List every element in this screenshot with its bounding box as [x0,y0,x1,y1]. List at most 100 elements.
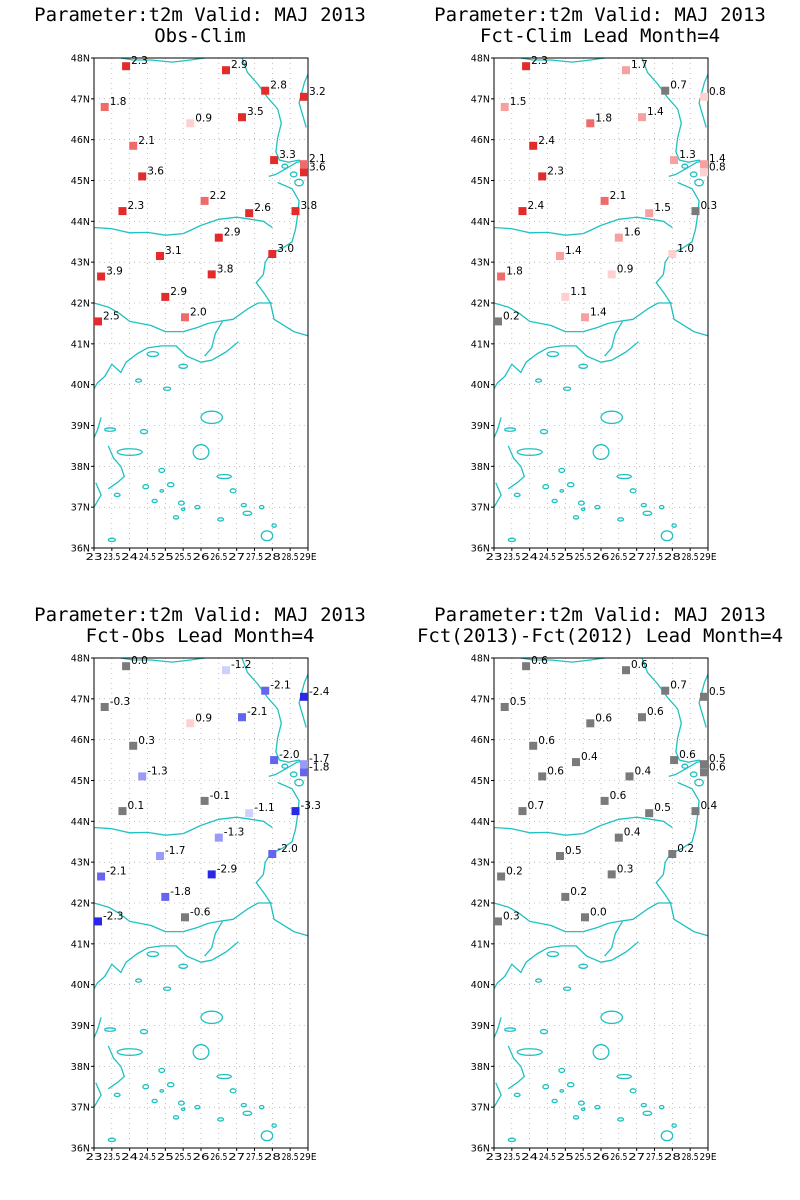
lon-tick-label: 23.5 [503,552,520,563]
station-marker [668,850,677,858]
lon-tick-label: 23.5 [503,1152,520,1163]
island-outline [504,1027,517,1032]
station-marker [200,196,209,205]
station-marker [238,713,246,722]
island-outline [107,537,117,543]
station-marker [186,119,195,128]
station-marker [245,809,254,818]
station-marker [538,172,547,181]
station-value-label: 2.9 [231,59,248,71]
lat-tick-label: 43N [471,258,490,269]
station-marker [222,66,230,75]
island-outline [578,363,589,369]
station-value-label: 0.0 [131,655,148,667]
coast-segment [493,1017,502,1038]
island-outline [151,498,158,504]
island-outline [200,410,224,425]
station-marker [670,756,679,765]
longitude-axis: 23 23.5 24 24.5 25 25.5 26 26.5 27 27.5 28 28.5 29E [486,1148,717,1163]
station-marker [186,719,195,728]
island-outline [216,1073,232,1080]
station-marker [238,113,246,122]
island-outline [139,428,149,435]
station-value-label: 0.1 [128,800,145,812]
island-outline [158,467,166,474]
station-marker [300,168,308,177]
island-outline [616,1073,632,1080]
island-outline [159,1088,165,1093]
station-markers: 0.0 -1.2-2.1-2.4-0.3-2.10.90.3-2.0 -1.7-1.… [94,655,330,926]
station-value-label: 3.8 [217,263,234,275]
station-value-label: -1.2 [231,659,252,671]
lat-tick-label: 39N [471,1021,490,1032]
panel-title-line1: Parameter:t2m Valid: MAJ 2013 [34,4,366,26]
station-marker [614,833,623,842]
coast-segment [120,57,205,63]
island-outline [559,1088,565,1093]
lon-tick-label: 26.5 [210,552,227,563]
station-marker [561,292,570,301]
station-value-label: 2.4 [528,200,545,212]
island-outline [217,517,225,522]
lake-outline [681,763,689,769]
lat-tick-label: 38N [471,462,490,473]
coast-segment [493,216,673,236]
island-outline [166,1082,175,1088]
station-value-label: 0.2 [503,310,520,322]
lat-tick-label: 42N [471,899,490,910]
lat-tick-label: 40N [71,380,90,391]
coast-segment [93,482,102,508]
island-outline [240,502,247,508]
coast-segment [120,657,205,663]
station-value-label: 0.7 [528,800,545,812]
coast-segment [93,216,273,236]
island-outline [242,510,253,516]
coast-segment [93,302,273,333]
lon-tick-label: 24.5 [539,1152,556,1163]
island-outline [178,363,189,369]
station-value-label: 0.5 [565,845,582,857]
station-markers: 0.6 0.60.70.50.50.60.60.60.6 0.50.60.60.40… [494,655,726,926]
island-outline [142,1084,150,1090]
station-value-label: -0.3 [110,696,131,708]
station-value-label: 0.6 [610,790,627,802]
panel-fct-clim: Parameter:t2m Valid: MAJ 2013 Fct-Clim L… [434,4,766,563]
station-markers: 2.3 1.70.70.81.51.41.82.41.3 1.40.82.32.12… [494,55,726,326]
coast-segment [493,816,673,836]
station-value-label: 0.7 [670,80,687,92]
coast-segment [520,57,605,63]
island-outline [151,1098,158,1104]
lon-tick-label: 27.5 [246,1152,263,1163]
island-outline [617,1117,625,1122]
island-outline [217,1117,225,1122]
lon-tick-label: 25 [557,1152,574,1163]
lon-tick-label: 26.5 [610,1152,627,1163]
station-marker [572,758,580,767]
station-marker [100,703,109,711]
station-value-label: -2.9 [217,863,238,875]
station-value-label: -2.1 [106,866,127,878]
station-value-label: 2.3 [531,55,548,67]
lat-tick-label: 45N [471,176,490,187]
island-outline [166,482,175,488]
station-marker [556,852,564,860]
lon-tick-label: 23 [486,552,503,563]
panel-title-line1: Parameter:t2m Valid: MAJ 2013 [434,604,766,626]
island-outline [671,523,677,528]
station-value-label: 0.6 [679,749,696,761]
station-marker [645,209,654,218]
station-value-label: 1.1 [570,286,587,298]
island-outline [617,517,625,522]
coast-segment [698,674,709,728]
station-marker [122,662,131,671]
station-value-label: 2.9 [170,286,187,298]
lat-tick-label: 48N [71,654,90,665]
panel-obs-clim: Parameter:t2m Valid: MAJ 2013 Obs-Clim 3… [34,4,366,563]
lat-tick-label: 39N [71,421,90,432]
station-value-label: 0.4 [624,827,641,839]
station-value-label: 2.1 [309,153,326,165]
island-outline [271,523,277,528]
station-value-label: 2.4 [538,135,555,147]
lake-outline [294,778,305,787]
coast-segment [507,1045,525,1090]
